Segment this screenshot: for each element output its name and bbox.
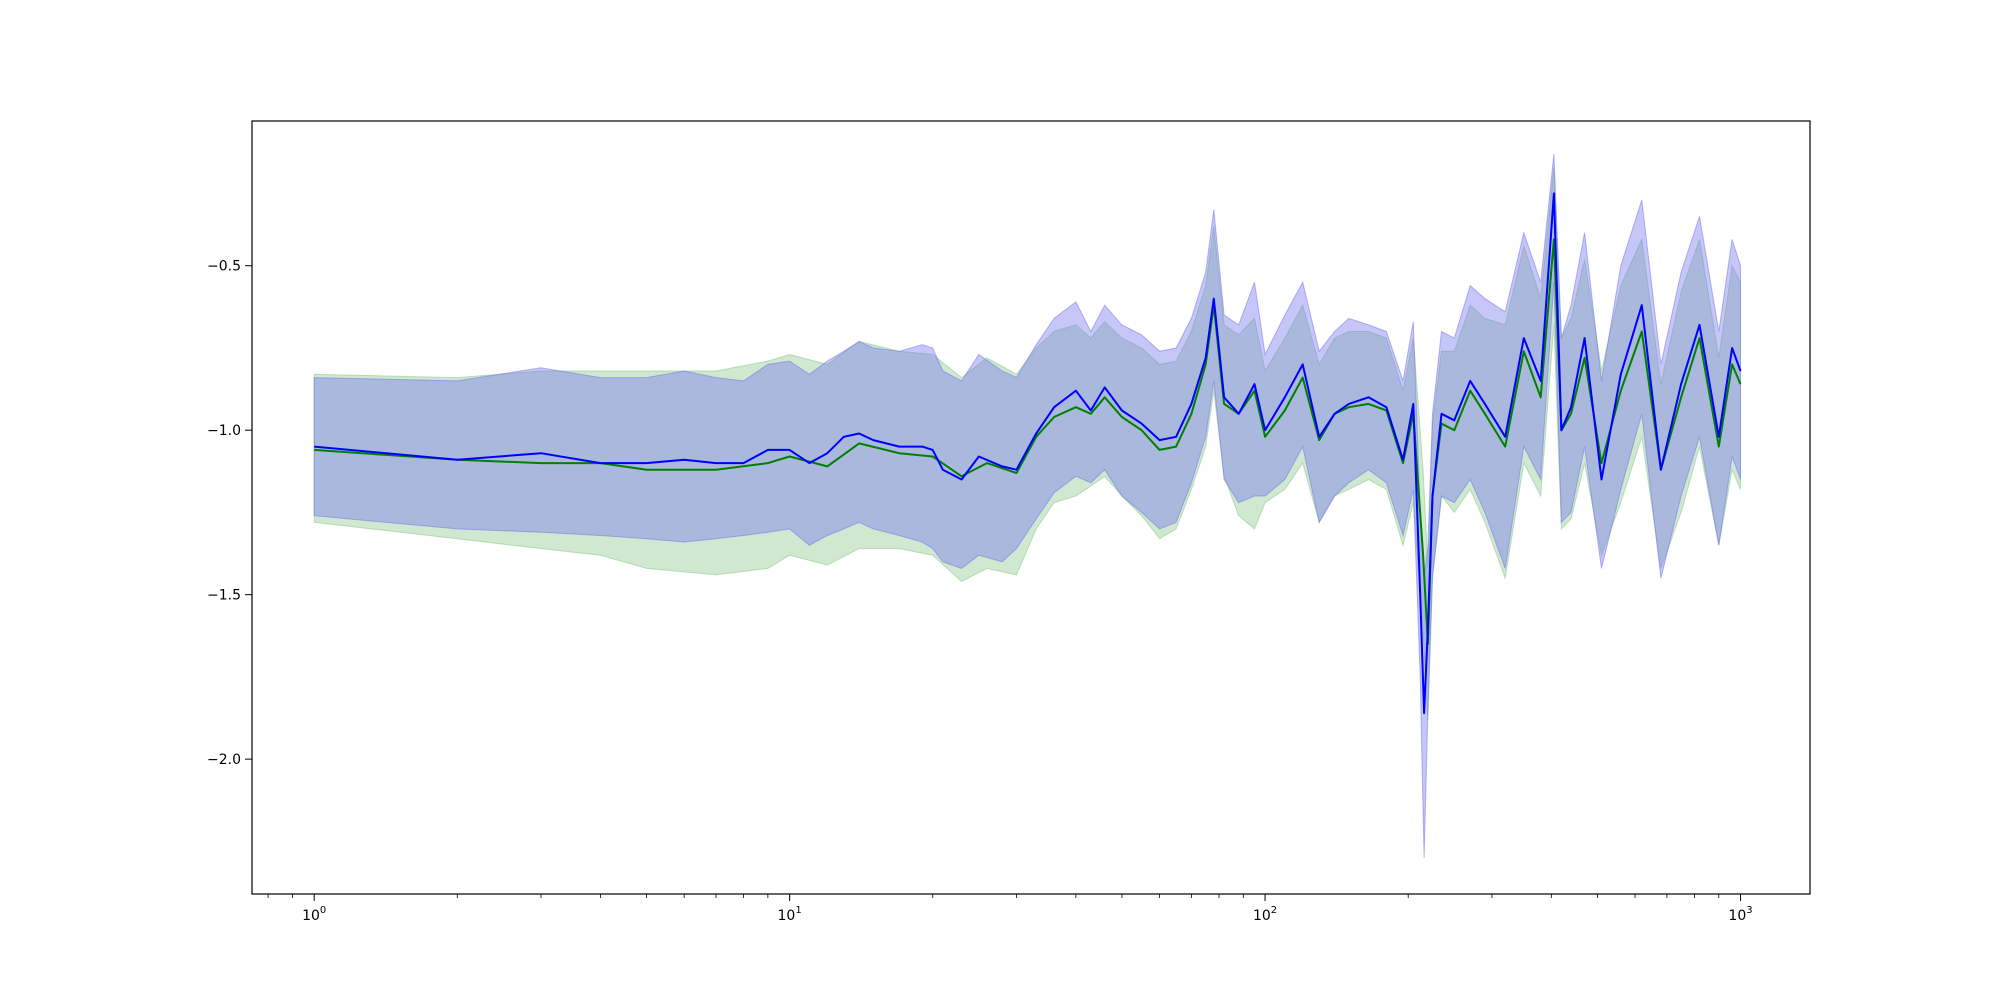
x-tick-label: 103 xyxy=(1728,905,1752,924)
y-tick-label: −1.5 xyxy=(207,588,241,604)
x-tick-label: 101 xyxy=(778,905,802,924)
x-axis-ticks: 100 101 102 103 xyxy=(267,894,1753,924)
y-tick-label: −2.0 xyxy=(207,752,241,768)
confidence-band-blue xyxy=(313,153,1741,858)
confidence-bands xyxy=(313,153,1741,858)
y-axis-ticks: −0.5 −1.0 −1.5 −2.0 xyxy=(207,259,252,768)
series-line-green xyxy=(314,238,1742,645)
x-tick-label: 102 xyxy=(1253,905,1277,924)
series-line-blue xyxy=(314,192,1742,715)
y-tick-label: −1.0 xyxy=(207,423,241,439)
plot-area-frame xyxy=(251,120,1811,895)
y-tick-label: −0.5 xyxy=(207,259,241,275)
series-lines xyxy=(314,192,1742,715)
x-tick-label: 100 xyxy=(302,905,326,924)
